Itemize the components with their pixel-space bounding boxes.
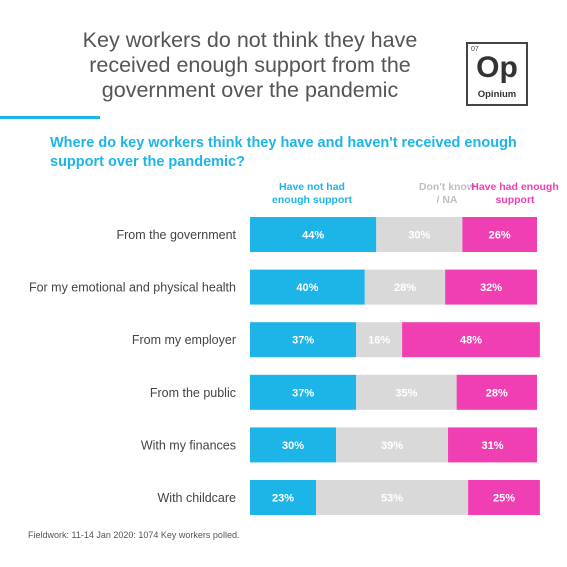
bar-have-had-enough-support-from-the-public: [456, 374, 537, 410]
opinium-logo: 07 Op Opinium: [466, 42, 528, 106]
bar-have-had-enough-support-from-the-government: [462, 217, 537, 252]
bar-don-t-know-na-from-the-public: [356, 374, 457, 410]
bar-have-not-had-enough-support-for-my-emotional-and-physical-health: [250, 269, 365, 305]
data-label-have-not-had-enough-support-with-my-finances: 30%: [282, 440, 304, 452]
data-label-don-t-know-na-with-my-finances: 39%: [381, 440, 403, 452]
data-label-have-had-enough-support-with-my-finances: 31%: [481, 440, 503, 452]
data-label-have-had-enough-support-from-the-public: 28%: [486, 387, 508, 399]
data-label-have-not-had-enough-support-from-the-government: 44%: [302, 230, 324, 242]
bar-have-had-enough-support-for-my-emotional-and-physical-health: [445, 269, 537, 305]
category-label-for-my-emotional-and-physical-health: For my emotional and physical health: [29, 281, 236, 295]
legend-not-had: Have not had enough support: [272, 181, 352, 206]
logo-symbol: Op: [476, 51, 518, 84]
bar-don-t-know-na-with-my-finances: [336, 427, 449, 463]
data-label-have-had-enough-support-with-childcare: 25%: [493, 493, 515, 505]
data-label-have-not-had-enough-support-from-my-employer: 37%: [292, 335, 314, 347]
data-label-have-not-had-enough-support-from-the-public: 37%: [292, 387, 314, 399]
title-accent-line: [0, 116, 100, 119]
data-label-have-not-had-enough-support-for-my-emotional-and-physical-health: 40%: [296, 282, 318, 294]
category-label-from-my-employer: From my employer: [132, 333, 236, 347]
category-label-from-the-public: From the public: [150, 386, 236, 400]
bar-don-t-know-na-from-the-government: [376, 217, 463, 252]
bar-have-had-enough-support-from-my-employer: [402, 322, 540, 358]
logo-name: Opinium: [477, 89, 517, 100]
bar-have-had-enough-support-with-my-finances: [448, 427, 537, 463]
category-label-with-childcare: With childcare: [158, 491, 237, 505]
data-label-don-t-know-na-from-the-government: 30%: [408, 230, 430, 242]
data-label-have-had-enough-support-for-my-emotional-and-physical-health: 32%: [480, 282, 502, 294]
data-label-don-t-know-na-from-my-employer: 16%: [368, 335, 390, 347]
legend-dont-know: Don't know / NA: [418, 181, 476, 206]
logo-number: 07: [471, 46, 479, 53]
fieldwork-footnote: Fieldwork: 11-14 Jan 2020: 1074 Key work…: [28, 530, 240, 540]
data-label-don-t-know-na-with-childcare: 53%: [381, 493, 403, 505]
legend-had: Have had enough support: [471, 181, 559, 206]
bar-have-had-enough-support-with-childcare: [468, 480, 540, 515]
bar-have-not-had-enough-support-from-the-public: [250, 374, 357, 410]
bar-have-not-had-enough-support-from-the-government: [250, 217, 377, 252]
data-label-don-t-know-na-from-the-public: 35%: [395, 387, 417, 399]
bar-don-t-know-na-with-childcare: [316, 480, 469, 515]
bar-have-not-had-enough-support-from-my-employer: [250, 322, 357, 358]
data-label-have-had-enough-support-from-the-government: 26%: [489, 230, 511, 242]
bar-don-t-know-na-from-my-employer: [356, 322, 403, 358]
bar-have-not-had-enough-support-with-my-finances: [250, 427, 337, 463]
category-label-with-my-finances: With my finances: [141, 438, 236, 452]
category-label-from-the-government: From the government: [117, 228, 237, 242]
bar-don-t-know-na-for-my-emotional-and-physical-health: [364, 269, 446, 305]
bar-have-not-had-enough-support-with-childcare: [250, 480, 317, 515]
page-title: Key workers do not think they have recei…: [82, 28, 418, 102]
data-label-have-had-enough-support-from-my-employer: 48%: [460, 335, 482, 347]
chart-title: Where do key workers think they have and…: [50, 135, 517, 170]
data-label-don-t-know-na-for-my-emotional-and-physical-health: 28%: [394, 282, 416, 294]
data-label-have-not-had-enough-support-with-childcare: 23%: [272, 493, 294, 505]
